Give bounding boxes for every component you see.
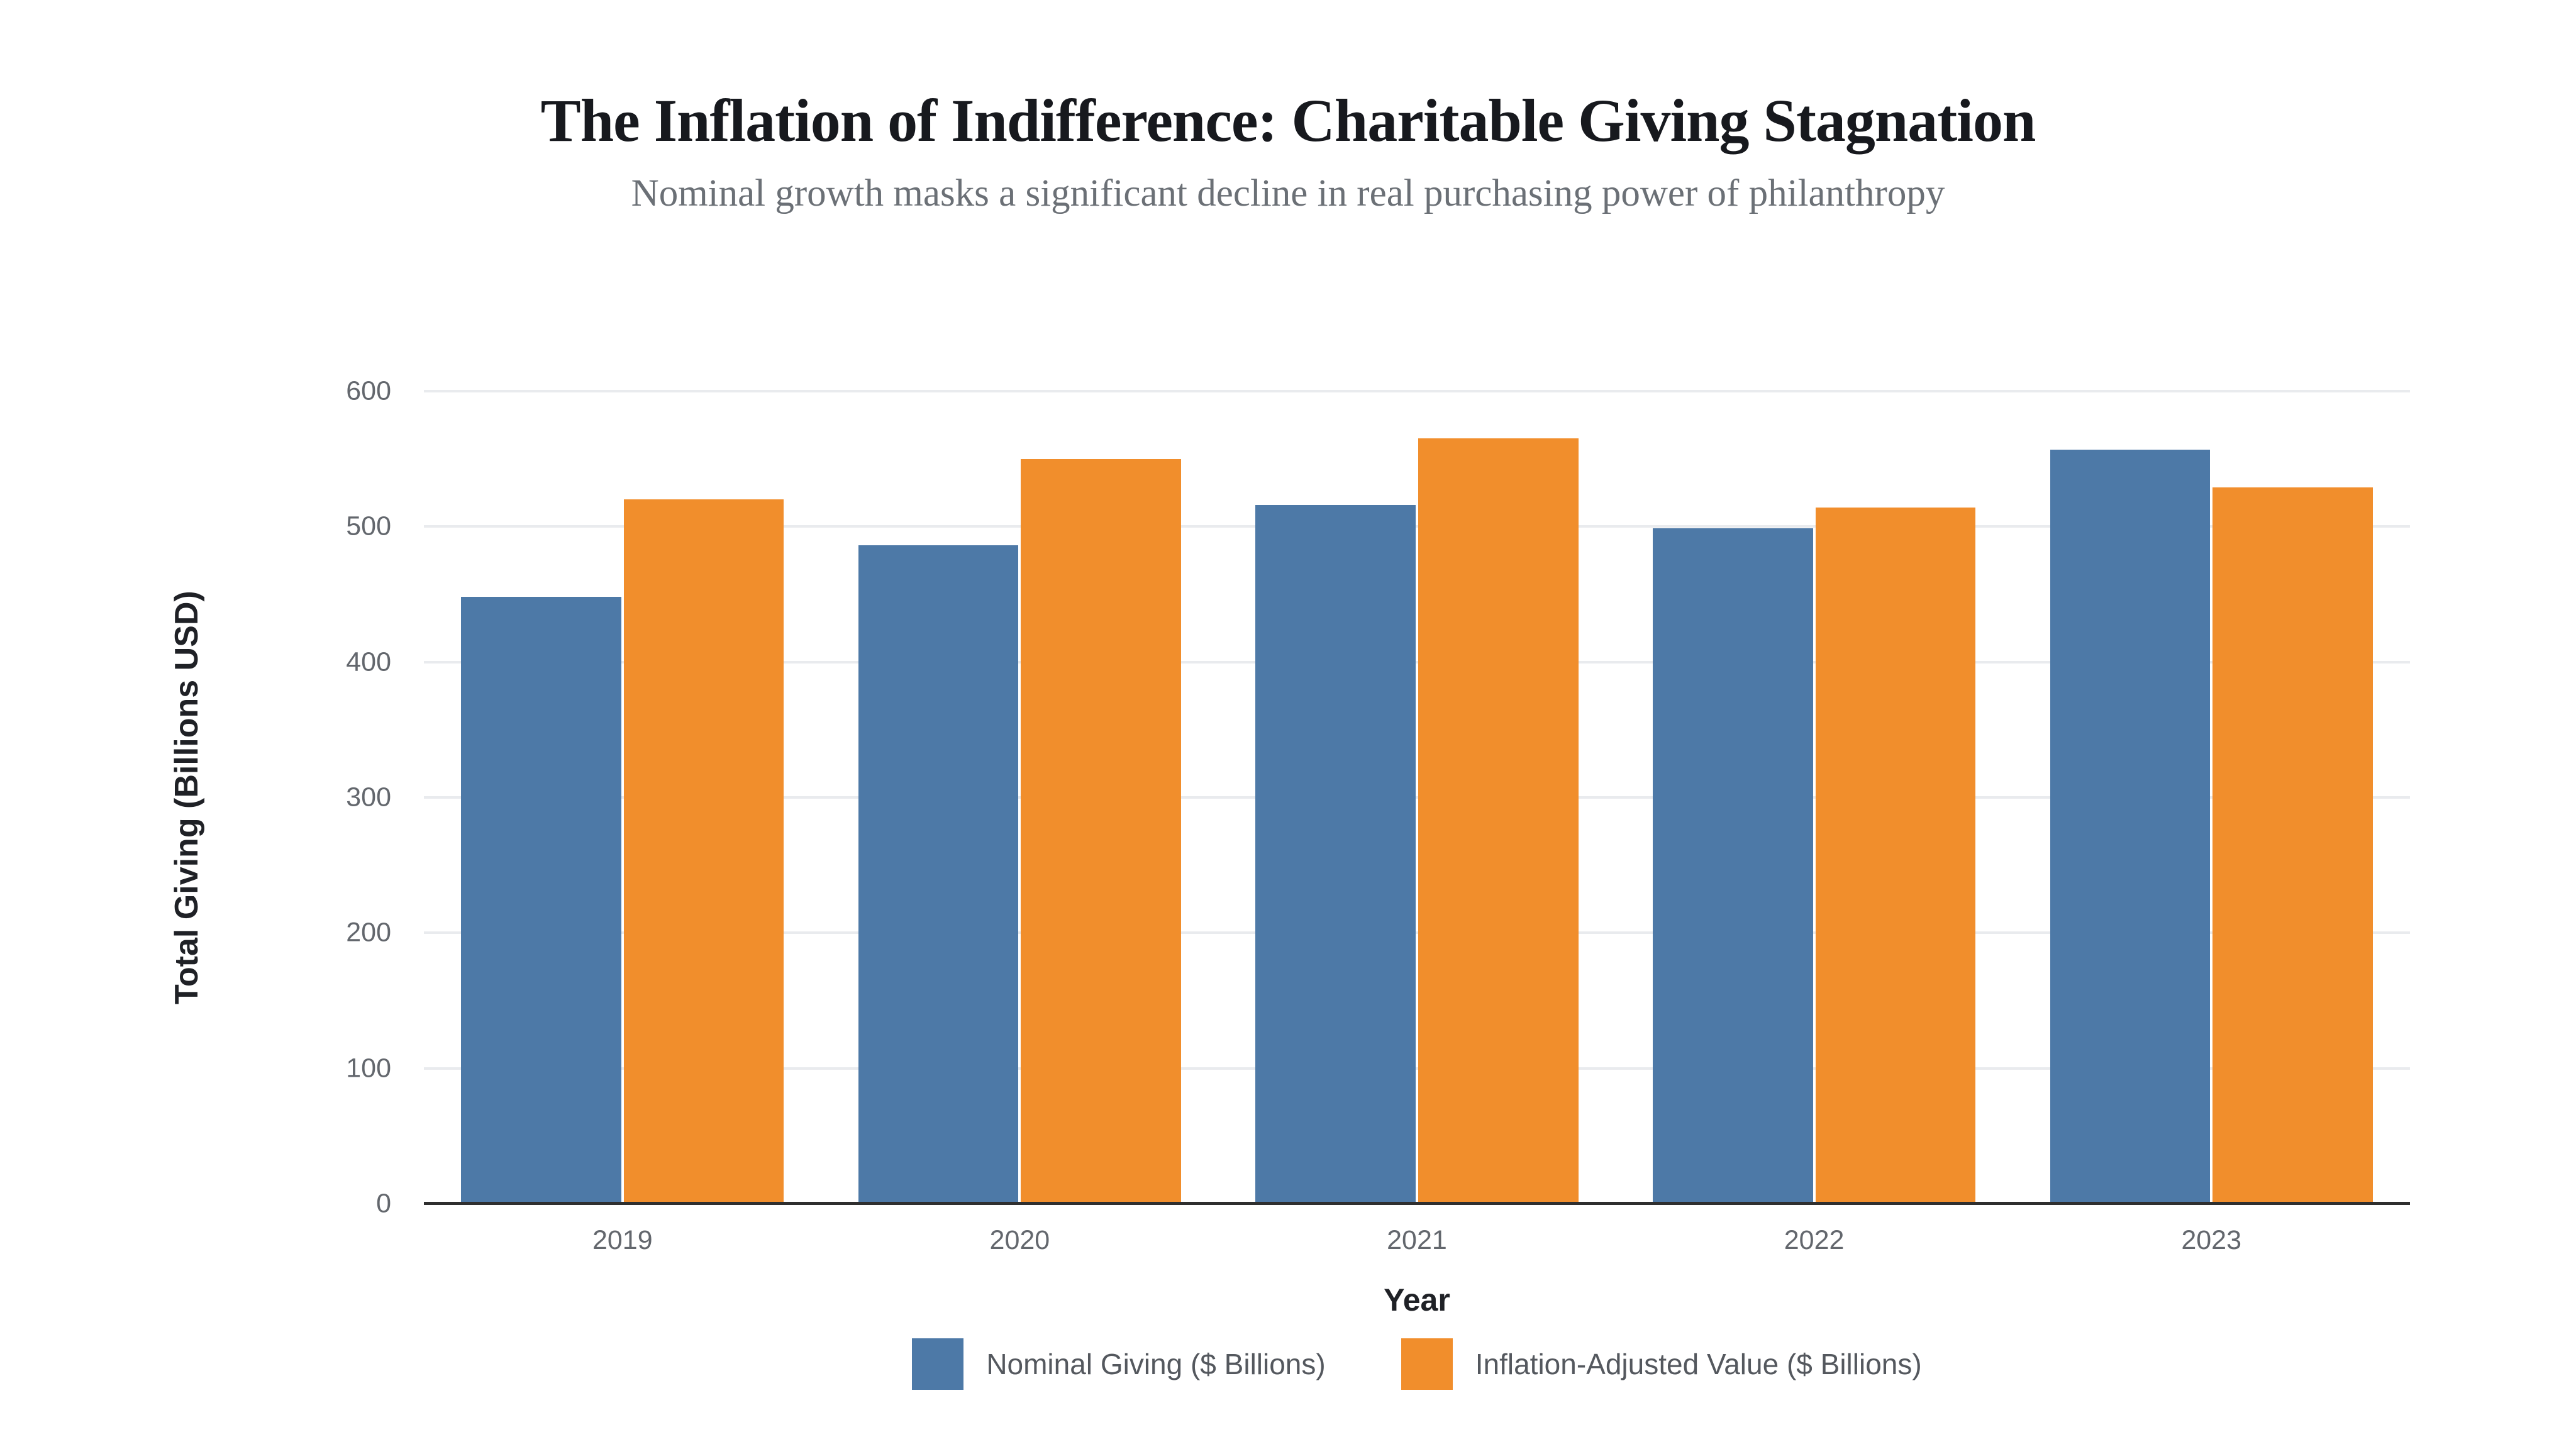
bar-nominal-giving-2021 (1255, 504, 1416, 1204)
bar-inflation-adjusted-value-2019 (623, 499, 784, 1204)
gridline-200 (424, 931, 2410, 935)
bar-inflation-adjusted-value-2023 (2212, 487, 2373, 1204)
bar-nominal-giving-2020 (858, 545, 1019, 1204)
bar-group-2021 (1218, 391, 1616, 1204)
x-axis-title: Year (1384, 1282, 1450, 1318)
x-axis-labels: 2019 2020 2021 2022 2023 (424, 1225, 2410, 1256)
bar-inflation-adjusted-value-2021 (1418, 438, 1579, 1204)
bar-group-2019 (424, 391, 821, 1204)
y-axis-ticks: 0 100 200 300 400 500 600 (0, 376, 391, 1219)
gridline-400 (424, 660, 2410, 663)
chart-title: The Inflation of Indifference: Charitabl… (540, 87, 2036, 154)
bar-inflation-adjusted-value-2020 (1021, 458, 1181, 1204)
gridline-100 (424, 1067, 2410, 1070)
bar-nominal-giving-2019 (461, 597, 621, 1204)
y-tick-label-600: 600 (346, 375, 391, 406)
bar-group-2023 (2012, 391, 2410, 1204)
gridline-600 (424, 390, 2410, 392)
y-tick-label-0: 0 (376, 1188, 391, 1219)
x-tick-label-2022: 2022 (1784, 1225, 1845, 1255)
chart-subtitle: Nominal growth masks a significant decli… (631, 172, 1945, 214)
y-tick-label-100: 100 (346, 1053, 391, 1084)
legend-label-nominal-giving: Nominal Giving ($ Billions) (986, 1348, 1326, 1380)
y-tick-label-200: 200 (346, 917, 391, 948)
x-tick-label-2019: 2019 (592, 1225, 653, 1255)
x-tick-label-2020: 2020 (989, 1225, 1050, 1255)
legend-item-nominal-giving: Nominal Giving ($ Billions) (912, 1338, 1326, 1390)
bar-inflation-adjusted-value-2022 (1815, 508, 1976, 1204)
legend-swatch-inflation-adjusted-value (1401, 1338, 1453, 1390)
gridlines-layer (424, 390, 2410, 1204)
plot-area (424, 390, 2410, 1205)
x-axis-line (424, 1202, 2410, 1205)
bar-nominal-giving-2023 (2050, 449, 2211, 1204)
bar-group-2020 (821, 391, 1219, 1204)
bar-group-2022 (1616, 391, 2013, 1204)
legend-label-inflation-adjusted-value: Inflation-Adjusted Value ($ Billions) (1475, 1348, 1922, 1380)
legend-swatch-nominal-giving (912, 1338, 964, 1390)
y-tick-label-400: 400 (346, 647, 391, 677)
bars-layer (424, 391, 2410, 1204)
y-tick-label-300: 300 (346, 782, 391, 813)
x-tick-label-2023: 2023 (2181, 1225, 2241, 1255)
x-tick-label-2021: 2021 (1387, 1225, 1447, 1255)
bar-nominal-giving-2022 (1653, 528, 1813, 1204)
gridline-500 (424, 525, 2410, 528)
y-tick-label-500: 500 (346, 511, 391, 541)
legend: Nominal Giving ($ Billions) Inflation-Adj… (424, 1338, 2410, 1390)
gridline-300 (424, 796, 2410, 799)
legend-item-inflation-adjusted-value: Inflation-Adjusted Value ($ Billions) (1401, 1338, 1922, 1390)
